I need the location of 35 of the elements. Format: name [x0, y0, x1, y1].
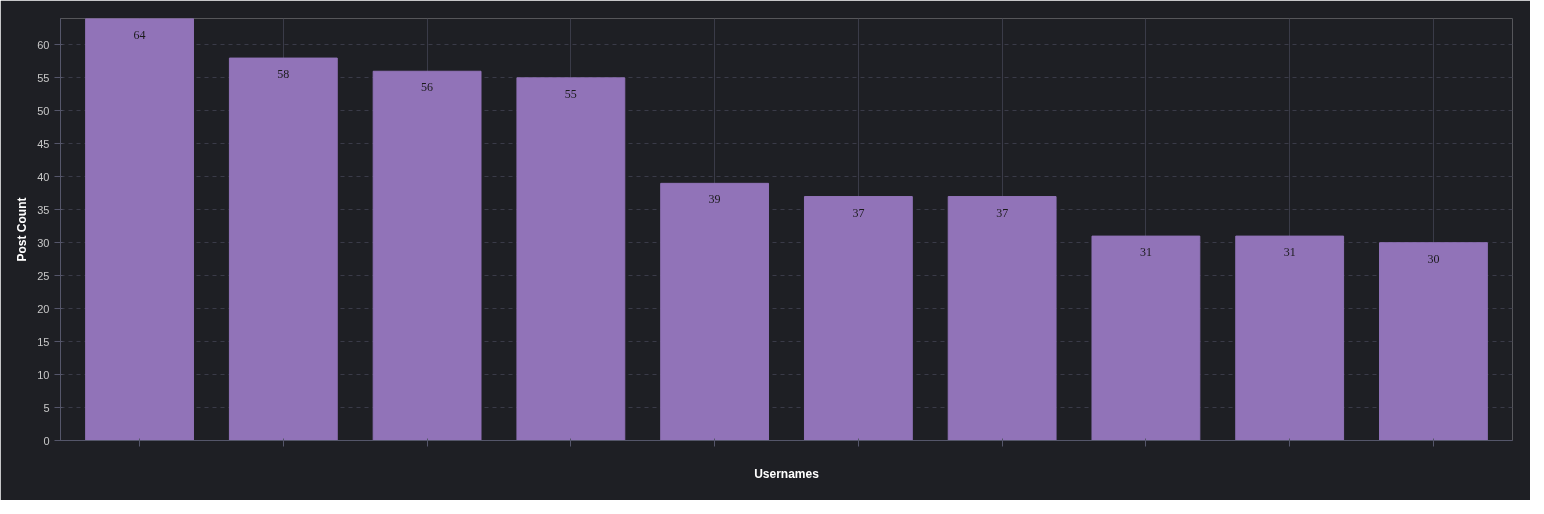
y-tick-label: 20 [37, 302, 50, 315]
y-tick-label: 0 [43, 434, 50, 447]
bar [803, 196, 913, 441]
data-label: 37 [852, 205, 865, 220]
y-tick-label: 50 [37, 104, 50, 117]
data-label: 37 [996, 205, 1009, 220]
y-tick-label: 45 [37, 137, 50, 150]
data-label: 30 [1427, 251, 1440, 266]
bar [228, 57, 338, 441]
data-label: 39 [708, 192, 721, 207]
data-label: 56 [421, 80, 434, 95]
bar [1235, 235, 1345, 441]
y-tick-label: 15 [37, 335, 50, 348]
y-tick-label: 5 [43, 401, 50, 414]
y-tick-label: 40 [37, 170, 50, 183]
y-axis-title: Post Count [15, 197, 30, 262]
bar [1091, 235, 1201, 441]
data-label: 58 [277, 67, 290, 82]
y-tick-label: 55 [37, 71, 50, 84]
x-axis-title: Usernames [754, 466, 820, 481]
y-tick-label: 60 [37, 38, 50, 51]
bar [372, 70, 482, 441]
y-tick-label: 30 [37, 236, 50, 249]
y-tick-label: 25 [37, 269, 50, 282]
y-tick-label: 35 [37, 203, 50, 216]
bar [1379, 242, 1488, 441]
bar [516, 77, 626, 441]
data-label: 55 [564, 86, 577, 101]
bar [660, 182, 770, 441]
data-label: 31 [1283, 245, 1296, 260]
data-label: 31 [1139, 245, 1152, 260]
y-tick-label: 10 [37, 368, 50, 381]
bar [85, 18, 194, 441]
data-label: 64 [133, 27, 146, 42]
bar [947, 196, 1057, 441]
